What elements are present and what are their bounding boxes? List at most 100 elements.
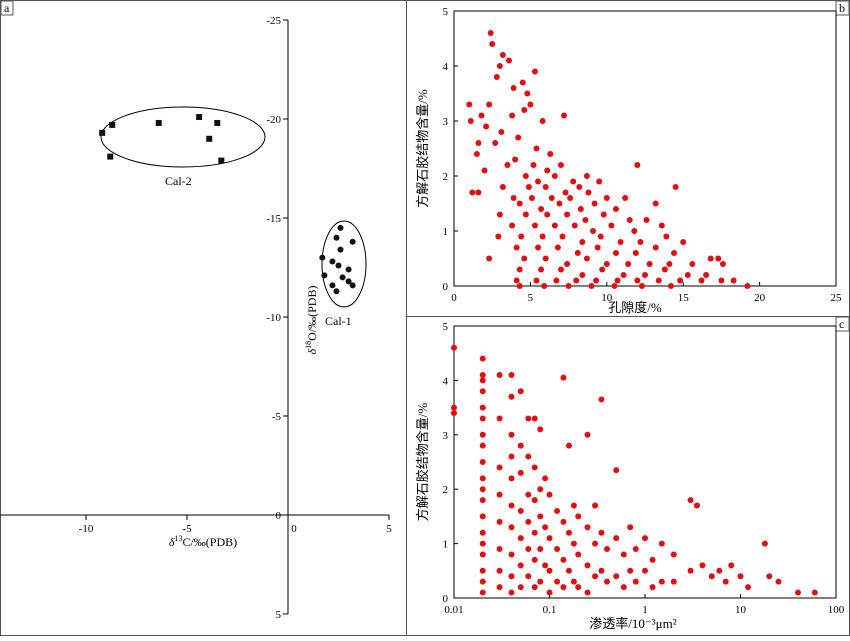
data-point [565, 567, 572, 574]
data-point [489, 41, 496, 47]
data-point [677, 277, 684, 284]
data-point [575, 551, 582, 558]
cal-1-point [337, 246, 344, 253]
data-point [531, 529, 538, 536]
data-point [496, 518, 503, 525]
data-point [528, 195, 535, 201]
data-point [478, 112, 485, 119]
data-point [479, 589, 486, 596]
panel-c-label-box [835, 316, 850, 332]
y-tick-label: -20 [266, 114, 281, 126]
x-tick-label: 5 [386, 523, 392, 535]
x-tick-label: 15 [678, 292, 690, 304]
cal-1-point [333, 234, 340, 241]
data-point [554, 578, 561, 585]
data-point [542, 184, 549, 190]
y-tick-label: -25 [266, 15, 281, 27]
data-point [513, 277, 520, 284]
data-point [661, 266, 668, 273]
data-point [479, 540, 486, 547]
cal-1-point [321, 272, 328, 279]
data-point [620, 584, 627, 591]
data-point [509, 112, 516, 119]
x-tick-label: 0.01 [444, 604, 463, 616]
data-point [479, 529, 486, 536]
data-point [652, 244, 659, 251]
data-point [670, 578, 677, 585]
data-point [565, 283, 572, 289]
x-tick-label: 0 [451, 292, 457, 304]
data-point [643, 217, 650, 223]
data-point [671, 250, 678, 256]
data-point [451, 410, 457, 417]
data-point [598, 567, 605, 574]
data-point [544, 211, 551, 218]
data-point [525, 573, 532, 580]
panel-b-chart: 0 1 2 3 4 5 0 5 10 15 20 25 方解石胶结物含量/% 孔隙度/% [415, 6, 842, 315]
data-point [546, 535, 553, 542]
cal-2-point [109, 121, 116, 128]
data-point [496, 63, 503, 69]
data-point [559, 233, 566, 240]
data-point [571, 222, 578, 229]
data-point [794, 589, 801, 596]
data-point [519, 79, 526, 86]
cal-1-point [349, 238, 356, 245]
data-point [510, 85, 517, 91]
x-tick-label: 0 [291, 523, 297, 535]
data-point [479, 513, 486, 520]
data-point [557, 162, 564, 168]
data-point [646, 261, 653, 267]
data-point [596, 178, 603, 185]
data-point [517, 562, 524, 569]
cal-2-point [218, 157, 225, 164]
data-point [516, 266, 523, 273]
data-point [537, 486, 544, 493]
data-point [483, 123, 490, 130]
data-point [637, 239, 644, 245]
data-point [698, 277, 705, 284]
data-point [590, 228, 597, 234]
data-point [479, 404, 486, 411]
data-point [573, 277, 580, 284]
data-point [693, 502, 700, 509]
data-point [716, 567, 723, 574]
data-point [546, 567, 553, 574]
data-point [627, 567, 634, 574]
data-point [504, 162, 511, 168]
data-point [584, 431, 591, 438]
data-point [479, 355, 486, 362]
data-point [642, 535, 648, 542]
data-point [684, 272, 691, 278]
data-point [487, 30, 494, 36]
data-point [479, 377, 486, 384]
data-point [492, 140, 499, 146]
data-point [715, 255, 722, 262]
data-point [658, 222, 665, 229]
data-point [530, 162, 537, 168]
data-point [544, 167, 551, 174]
panel-a-label-box [0, 0, 14, 16]
data-point [570, 540, 577, 547]
data-point [680, 239, 687, 245]
data-point [509, 222, 516, 229]
data-point [560, 584, 567, 591]
data-point [496, 464, 503, 471]
data-point [603, 578, 610, 585]
data-point [508, 551, 515, 558]
data-point [584, 589, 591, 596]
y-tick-label: 1 [443, 226, 449, 238]
data-point [516, 283, 523, 289]
y-tick-label: -15 [266, 213, 281, 225]
x-tick-label: -10 [79, 523, 94, 535]
data-point [518, 233, 525, 240]
data-point [591, 200, 598, 207]
data-point [508, 393, 515, 400]
data-point [479, 567, 486, 574]
data-point [508, 589, 515, 596]
data-point [517, 442, 524, 449]
x-tick-label: 1 [642, 604, 648, 616]
panel-c-chart: 0 1 2 3 4 5 0.01 0.1 1 10 100 方解石胶结物含量/% 渗透率/10⁻³μm² [415, 321, 845, 631]
y-tick-label: 1 [443, 539, 449, 551]
